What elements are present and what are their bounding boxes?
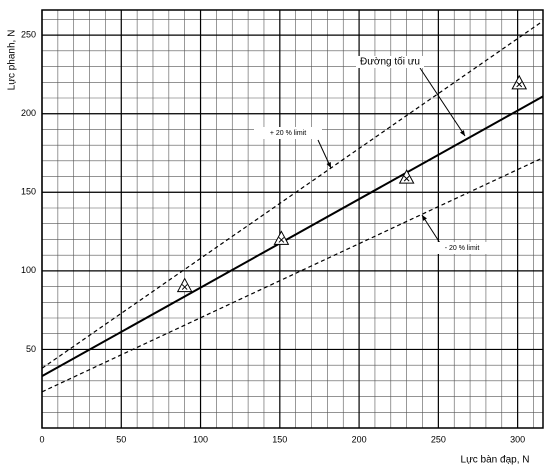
test-point	[511, 74, 528, 90]
y-tick-label: 100	[21, 265, 36, 275]
x-tick-label: 50	[116, 434, 126, 444]
x-tick-label: 300	[510, 434, 525, 444]
annotation: - 20 % limit	[445, 245, 480, 252]
arrow-head	[422, 215, 427, 221]
annotation-bg	[428, 242, 496, 254]
annotation-bg	[254, 127, 322, 139]
x-tick-label: 250	[431, 434, 446, 444]
y-axis-title: Lực phanh, N	[7, 30, 18, 91]
x-tick-label: 200	[352, 434, 367, 444]
arrow-head	[326, 162, 331, 168]
annotation-arrow	[421, 214, 441, 244]
x-tick-label: 0	[39, 434, 44, 444]
series-line	[41, 157, 544, 393]
y-tick-label: 50	[26, 344, 36, 354]
y-tick-label: 200	[21, 108, 36, 118]
test-point	[273, 230, 290, 245]
test-point	[398, 169, 415, 184]
series-line	[41, 20, 544, 369]
x-tick-label: 100	[193, 434, 208, 444]
annotation-arrow	[419, 67, 466, 137]
annotation-bg	[356, 56, 424, 68]
x-axis-title: Lực bàn đạp, N	[461, 455, 530, 466]
x-tick-label: 150	[272, 434, 287, 444]
annotation: Đường tối ưu	[360, 56, 420, 68]
y-tick-label: 150	[21, 187, 36, 197]
annotation: + 20 % limit	[270, 130, 306, 137]
y-tick-label: 250	[21, 30, 36, 40]
plot-frame	[41, 9, 544, 429]
series-line	[41, 95, 544, 378]
test-point	[176, 277, 193, 293]
arrow-head	[460, 130, 465, 136]
